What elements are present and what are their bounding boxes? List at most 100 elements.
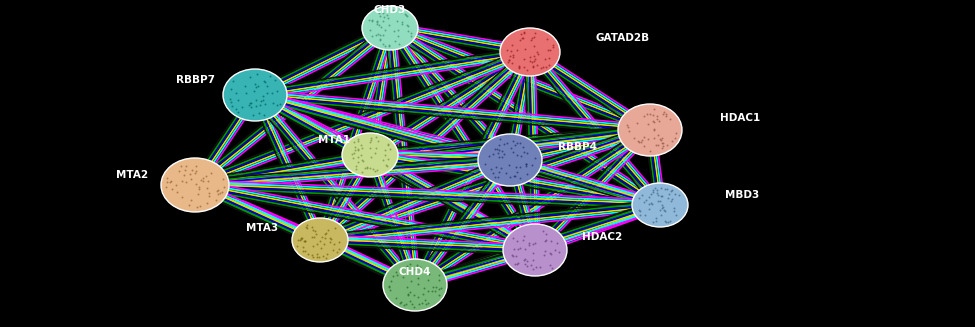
Point [666, 208, 682, 213]
Point [394, 9, 410, 14]
Point [638, 197, 653, 202]
Point [420, 289, 436, 294]
Point [382, 287, 398, 293]
Point [374, 10, 390, 15]
Point [644, 187, 660, 192]
Point [357, 166, 372, 171]
Point [242, 100, 257, 106]
Point [535, 64, 551, 69]
Point [234, 105, 250, 110]
Point [255, 78, 271, 84]
Text: GATAD2B: GATAD2B [595, 33, 649, 43]
Point [508, 253, 524, 259]
Point [364, 154, 379, 160]
Point [404, 33, 419, 38]
Point [636, 143, 651, 148]
Point [272, 101, 288, 106]
Point [652, 137, 668, 142]
Point [659, 142, 675, 147]
Point [369, 146, 384, 151]
Point [656, 109, 672, 114]
Text: RBBP4: RBBP4 [558, 142, 597, 152]
Point [503, 146, 519, 151]
Point [309, 255, 325, 260]
Point [290, 243, 305, 248]
Point [650, 193, 666, 198]
Point [163, 179, 178, 184]
Point [642, 194, 657, 199]
Point [381, 283, 397, 288]
Point [184, 167, 200, 172]
Point [370, 139, 385, 144]
Point [526, 34, 542, 40]
Point [431, 293, 447, 298]
Point [637, 135, 652, 140]
Point [175, 179, 190, 184]
Point [508, 261, 524, 266]
Point [171, 169, 186, 174]
Point [506, 246, 522, 251]
Point [239, 90, 254, 95]
Point [200, 178, 215, 183]
Point [656, 207, 672, 212]
Point [365, 18, 380, 23]
Point [305, 228, 321, 233]
Point [527, 31, 543, 36]
Point [325, 247, 340, 252]
Point [225, 78, 241, 84]
Ellipse shape [342, 133, 398, 177]
Point [664, 189, 680, 194]
Point [320, 227, 335, 232]
Point [417, 298, 433, 303]
Point [657, 218, 673, 223]
Point [314, 235, 330, 240]
Point [347, 140, 363, 145]
Point [428, 284, 444, 290]
Point [636, 113, 651, 118]
Point [657, 187, 673, 192]
Point [376, 153, 392, 158]
Point [267, 77, 283, 83]
Point [504, 43, 520, 48]
Text: CHD3: CHD3 [373, 5, 407, 15]
Point [646, 107, 662, 112]
Point [210, 188, 225, 194]
Point [525, 162, 540, 167]
Point [517, 56, 532, 61]
Point [390, 34, 406, 39]
Point [379, 164, 395, 169]
Point [544, 265, 560, 270]
Point [394, 300, 410, 305]
Point [549, 241, 565, 246]
Point [329, 249, 344, 254]
Point [318, 231, 333, 236]
Point [243, 100, 258, 105]
Point [620, 124, 636, 129]
Point [397, 12, 412, 17]
Point [664, 138, 680, 144]
Point [525, 241, 540, 247]
Point [375, 19, 391, 24]
Point [500, 60, 516, 65]
Ellipse shape [362, 6, 418, 50]
Point [410, 262, 425, 267]
Point [414, 300, 430, 305]
Point [292, 237, 308, 242]
Point [496, 142, 512, 147]
Point [320, 251, 335, 257]
Point [410, 294, 425, 299]
Point [661, 192, 677, 197]
Point [529, 63, 545, 68]
Point [348, 166, 364, 171]
Point [647, 185, 663, 190]
Point [201, 193, 216, 198]
Point [502, 54, 518, 59]
Point [641, 206, 656, 211]
Point [315, 254, 331, 259]
Point [542, 263, 558, 268]
Point [355, 170, 370, 175]
Point [305, 243, 321, 249]
Point [654, 193, 670, 198]
Point [324, 236, 339, 242]
Point [183, 197, 199, 202]
